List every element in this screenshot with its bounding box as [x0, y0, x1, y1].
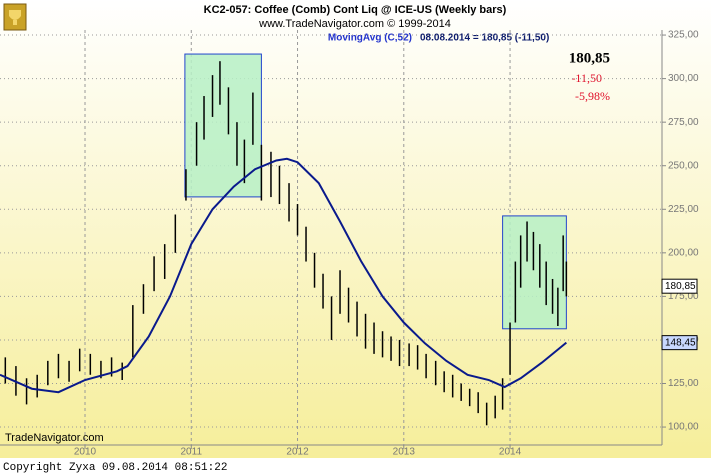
y-tick-label: 125,00	[668, 378, 699, 389]
y-tick-label: 200,00	[668, 247, 699, 258]
y-tick-label: 225,00	[668, 204, 699, 215]
last-price-tag-box	[661, 278, 698, 294]
last-close: 180,85	[569, 50, 610, 66]
footer-background	[0, 458, 711, 475]
x-tick-label: 2011	[181, 447, 203, 458]
plot-background	[0, 0, 711, 458]
ma-price-tag-box	[661, 335, 698, 351]
x-tick-label: 2012	[286, 447, 309, 458]
indicator-label: MovingAvg (C,52)	[328, 33, 412, 44]
chart-title: KC2-057: Coffee (Comb) Cont Liq @ ICE-US…	[204, 4, 507, 16]
moving-average-line	[0, 157, 567, 394]
y-tick-label: 250,00	[668, 160, 699, 171]
y-tick-label: 275,00	[668, 117, 699, 128]
indicator-text: 08.08.2014 = 180,85 (-11,50)	[420, 33, 549, 44]
watermark: TradeNavigator.com	[5, 432, 104, 444]
logo-icon	[3, 3, 27, 31]
change: -11,50	[571, 71, 602, 85]
highlight-box	[502, 215, 567, 330]
footer: Copyright Zyxa 09.08.2014 08:51:22	[3, 462, 227, 474]
x-tick-label: 2014	[499, 447, 522, 458]
last-price-tag: 180,85	[665, 281, 696, 292]
y-tick-label: 300,00	[668, 73, 699, 84]
x-tick-label: 2013	[393, 447, 416, 458]
y-tick-label: 325,00	[668, 30, 699, 41]
change-pct: -5,98%	[575, 89, 610, 103]
y-tick-label: 100,00	[668, 422, 699, 433]
ma-price-tag: 148,45	[665, 337, 696, 348]
chart-subtitle: www.TradeNavigator.com © 1999-2014	[258, 18, 451, 30]
y-tick-label: 175,00	[668, 291, 699, 302]
highlight-box	[184, 53, 262, 198]
x-tick-label: 2010	[74, 447, 97, 458]
